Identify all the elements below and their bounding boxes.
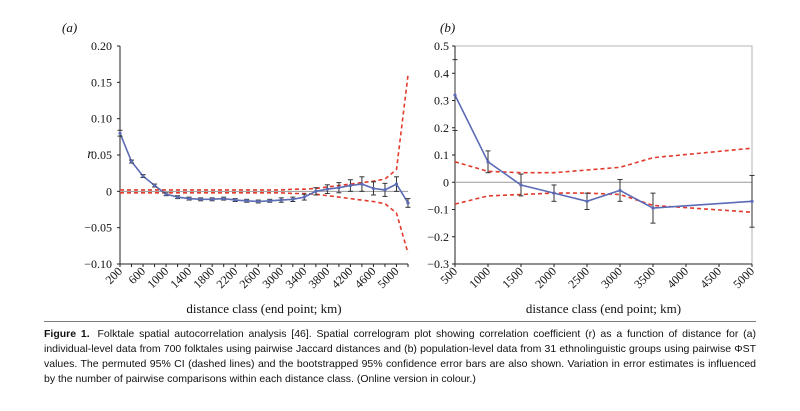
data-point — [199, 197, 203, 201]
y-tick-label: 0 — [106, 184, 112, 198]
y-tick-label: 0.10 — [91, 112, 112, 126]
x-tick-label: 1000 — [144, 264, 171, 291]
data-point — [302, 195, 306, 199]
data-point — [618, 188, 622, 193]
x-tick-label: 4600 — [352, 264, 379, 291]
data-point — [210, 197, 214, 201]
data-point — [552, 191, 556, 195]
x-tick-label: 3000 — [598, 264, 625, 291]
data-point — [348, 183, 352, 188]
data-point — [360, 182, 364, 186]
data-point — [268, 199, 272, 203]
y-tick-label: 0.1 — [434, 148, 449, 162]
x-tick-label: 600 — [126, 264, 149, 287]
data-point — [152, 183, 157, 188]
y-tick-label: 0.4 — [434, 66, 449, 80]
data-point — [279, 198, 283, 202]
x-tick-label: 3500 — [631, 264, 658, 291]
y-tick-label: −0.05 — [84, 221, 112, 235]
x-tick-label: 1800 — [190, 264, 217, 291]
data-point — [222, 197, 226, 201]
data-point — [383, 188, 387, 192]
x-tick-label: 2500 — [565, 264, 592, 291]
series-line — [454, 94, 753, 209]
data-point — [233, 198, 237, 202]
caption-text: Folktale spatial autocorrelation analysi… — [44, 328, 756, 385]
y-tick-label: 0.15 — [91, 75, 112, 89]
data-point — [453, 93, 457, 97]
data-point — [750, 199, 754, 203]
data-point — [118, 131, 122, 135]
ci-lower-line — [120, 192, 409, 254]
data-point — [141, 174, 145, 178]
data-point — [245, 199, 249, 203]
y-tick-label: 0.05 — [91, 148, 112, 162]
x-tick-label: 1000 — [466, 264, 493, 291]
x-tick-label: 2600 — [236, 264, 263, 291]
y-tick-label: −0.1 — [427, 203, 449, 217]
y-axis-label: r — [87, 147, 93, 162]
data-point — [325, 187, 329, 191]
data-point — [486, 160, 490, 164]
data-point — [337, 186, 341, 190]
caption-divider — [44, 321, 756, 322]
x-tick-label: 5000 — [375, 264, 402, 291]
x-tick-label: 4000 — [664, 264, 691, 291]
data-point — [314, 189, 318, 193]
data-point — [291, 197, 295, 201]
plot-frame — [454, 45, 753, 265]
x-tick-label: 1500 — [499, 264, 526, 291]
x-tick-label: 4500 — [697, 264, 724, 291]
x-tick-label: 3400 — [283, 264, 310, 291]
y-tick-label: 0.20 — [91, 39, 112, 53]
x-tick-label: 2200 — [213, 264, 240, 291]
y-tick-label: −0.3 — [427, 257, 449, 271]
panel-label: (b) — [440, 20, 455, 35]
x-tick-label: 3800 — [306, 264, 333, 291]
y-tick-label: 0.2 — [434, 121, 449, 135]
y-tick-label: −0.10 — [84, 257, 112, 271]
x-tick-label: 5000 — [730, 264, 757, 291]
data-point — [164, 192, 168, 196]
series-line — [119, 132, 409, 204]
panel-label: (a) — [62, 20, 77, 35]
data-point — [129, 159, 134, 164]
x-tick-label: 2000 — [532, 264, 559, 291]
data-point — [176, 195, 180, 199]
data-point — [519, 183, 523, 187]
y-tick-label: −0.2 — [427, 230, 449, 244]
figure-label: Figure 1. — [44, 328, 90, 340]
data-point — [406, 201, 410, 205]
x-axis-label: distance class (end point; km) — [186, 301, 341, 316]
ci-upper-line — [120, 75, 409, 191]
data-point — [371, 186, 376, 191]
data-point — [187, 197, 191, 201]
x-axis-label: distance class (end point; km) — [526, 301, 681, 316]
data-point — [585, 199, 589, 203]
x-tick-label: 1400 — [167, 264, 194, 291]
data-point — [256, 199, 260, 204]
x-tick-label: 4200 — [329, 264, 356, 291]
y-tick-label: 0 — [443, 175, 449, 189]
y-tick-label: 0.5 — [434, 39, 449, 53]
x-tick-label: 3000 — [260, 264, 287, 291]
data-point — [394, 182, 399, 186]
y-tick-label: 0.3 — [434, 94, 449, 108]
data-point — [651, 206, 655, 210]
figure-caption: Figure 1. Folktale spatial autocorrelati… — [44, 327, 756, 387]
